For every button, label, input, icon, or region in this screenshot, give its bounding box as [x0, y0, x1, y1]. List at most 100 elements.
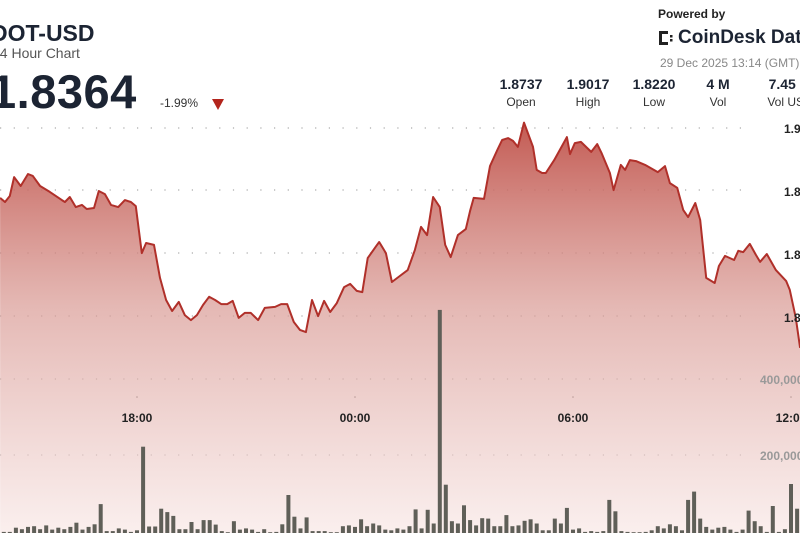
timestamp: 29 Dec 2025 13:14 (GMT) [660, 56, 800, 70]
volume-bar [528, 519, 533, 533]
volume-bar [280, 524, 285, 533]
stat-value: 7.45 M [768, 76, 800, 92]
volume-bar [758, 526, 763, 533]
stat-vol-usd: 7.45 M Vol USD [755, 76, 800, 109]
volume-bar [789, 484, 793, 533]
volume-bar [589, 531, 594, 533]
volume-bar [116, 528, 121, 533]
volume-bar [534, 523, 539, 533]
volume-bar [250, 529, 255, 533]
volume-bar [595, 531, 600, 533]
volume-bar [298, 528, 303, 533]
volume-tick-label: 400,000 [760, 373, 800, 387]
volume-bar [165, 512, 170, 533]
volume-bar [201, 520, 206, 533]
x-tick-label: 06:00 [558, 411, 589, 425]
volume-bar [619, 531, 624, 533]
price-axis: 1.90 1.88 1.86 1.84 [784, 122, 800, 325]
volume-bar [110, 531, 115, 533]
volume-bar [13, 527, 18, 533]
volume-bar [32, 526, 37, 533]
volume-bar [583, 531, 588, 533]
volume-bar [371, 523, 376, 533]
volume-bar [552, 518, 557, 533]
volume-bar [244, 528, 248, 533]
volume-bar [359, 519, 364, 533]
volume-bar [122, 529, 127, 533]
volume-bar [425, 509, 430, 533]
volume-bar [38, 529, 43, 533]
volume-bar [310, 531, 315, 533]
volume-bar [383, 529, 388, 533]
volume-bar [395, 528, 400, 533]
volume-bar [728, 529, 733, 533]
volume-tick-label: 200,000 [760, 449, 800, 463]
volume-bar [776, 531, 781, 533]
stat-label: High [575, 95, 601, 109]
volume-bar [716, 527, 721, 533]
volume-bar [177, 529, 182, 533]
price-area [0, 122, 800, 533]
volume-bar [256, 531, 261, 533]
volume-bar [722, 526, 727, 533]
volume-bar [661, 528, 666, 533]
volume-bar [231, 521, 236, 533]
volume-bar [62, 529, 67, 533]
stat-label: Low [642, 95, 665, 109]
volume-bar [159, 508, 164, 533]
volume-bar [680, 530, 684, 533]
volume-bar [147, 526, 152, 533]
volume-bar [86, 526, 91, 533]
volume-bar [540, 530, 545, 533]
volume-bar [316, 531, 321, 533]
volume-bar [135, 530, 139, 533]
down-triangle-icon [212, 99, 224, 110]
volume-bar [237, 529, 242, 533]
volume-bar [449, 521, 454, 533]
volume-bar [740, 529, 745, 533]
volume-bar [673, 526, 678, 533]
stat-label: Open [506, 95, 536, 109]
volume-bar [498, 526, 503, 533]
volume-bar [286, 495, 291, 533]
volume-bar [655, 526, 660, 533]
volume-bar [613, 511, 618, 533]
volume-bar [189, 522, 194, 533]
volume-bar [704, 526, 709, 533]
stat-open: 1.8737 Open [486, 76, 556, 109]
stat-label: Vol [709, 95, 727, 109]
volume-bar [68, 526, 73, 533]
volume-bar [431, 523, 436, 533]
stat-value: 1.9017 [566, 76, 610, 92]
volume-bar [262, 529, 267, 533]
price-tick-label: 1.90 [784, 122, 800, 136]
volume-bar [455, 523, 460, 533]
volume-bar [607, 499, 612, 533]
pair-title: DOT-USD [0, 20, 95, 46]
volume-bar [98, 504, 103, 533]
volume-bar [571, 529, 575, 533]
volume-bar [19, 529, 24, 533]
volume-bar [564, 507, 569, 533]
volume-bar [504, 515, 509, 533]
volume-bar [480, 518, 485, 533]
volume-bar [104, 531, 109, 533]
volume-bar [274, 531, 279, 533]
volume-bar [377, 525, 382, 533]
volume-bar [353, 526, 357, 533]
brand-logo: CoinDesk Data [658, 27, 800, 49]
volume-bar [625, 531, 630, 533]
volume-bar [365, 526, 370, 533]
volume-axis: 400,000 200,000 [760, 373, 800, 463]
volume-bar [389, 530, 394, 533]
volume-bar [92, 524, 97, 533]
volume-bar [346, 525, 351, 533]
volume-bar [340, 526, 345, 533]
coindesk-logo-icon [659, 31, 673, 45]
volume-bar [462, 505, 466, 533]
volume-bar [601, 531, 606, 533]
volume-bar [80, 529, 85, 533]
volume-bar [649, 530, 654, 533]
volume-bar [56, 527, 61, 533]
volume-bar [577, 528, 582, 533]
